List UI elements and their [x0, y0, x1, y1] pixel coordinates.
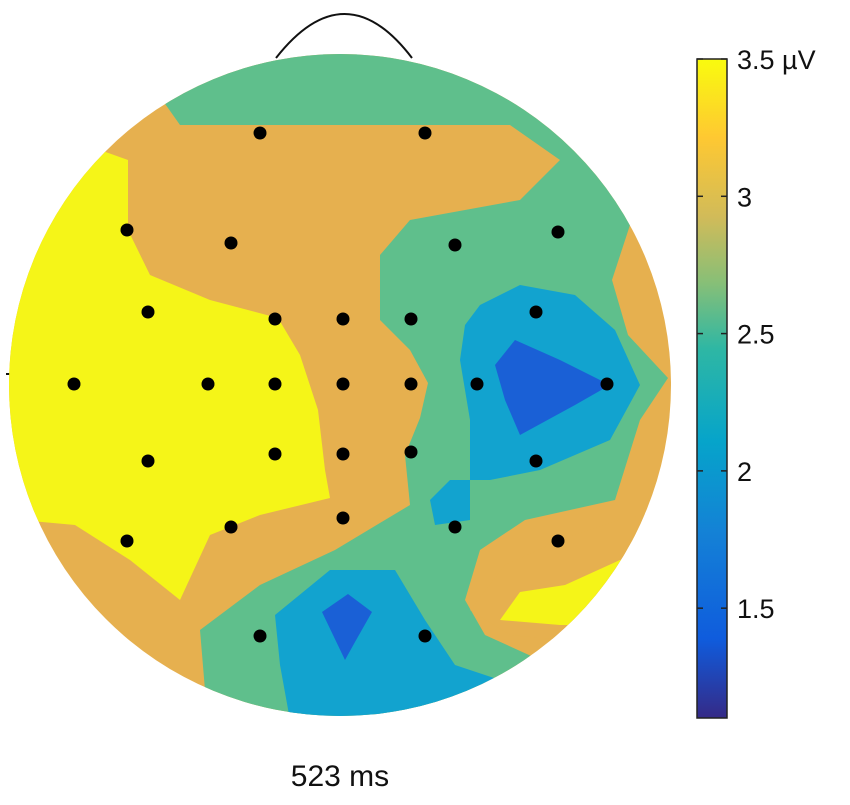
electrode: [336, 511, 350, 525]
electrode: [529, 305, 543, 319]
region-yellow-left: [9, 150, 330, 600]
electrode: [141, 454, 155, 468]
topography-map: [9, 54, 671, 716]
electrode: [448, 520, 462, 534]
colorbar-tick-label: 2: [737, 457, 752, 487]
electrode: [404, 445, 418, 459]
electrode: [268, 377, 282, 391]
electrode: [600, 377, 614, 391]
electrode: [120, 534, 134, 548]
electrode: [418, 126, 432, 140]
electrode: [336, 312, 350, 326]
region-green-main: [120, 54, 671, 716]
time-label: 523 ms: [290, 760, 390, 793]
electrode: [67, 377, 81, 391]
electrode: [551, 225, 565, 239]
colorbar-tick-label: 2.5: [737, 320, 775, 350]
electrode: [224, 236, 238, 250]
electrode: [268, 312, 282, 326]
electrode: [336, 377, 350, 391]
electrode: [336, 447, 350, 461]
electrode: [120, 223, 134, 237]
electrodes: [67, 126, 614, 643]
electrode: [201, 377, 215, 391]
nose-outline: [275, 13, 413, 59]
electrode: [141, 305, 155, 319]
region-blue-bottom: [322, 594, 372, 660]
colorbar-tick-label: 3.5 µV: [737, 45, 816, 75]
colorbar-ticks: 3.5 µV 3 2.5 2 1.5: [697, 45, 816, 624]
region-blue-right: [495, 340, 610, 435]
electrode: [224, 520, 238, 534]
colorbar-gradient: [696, 58, 728, 719]
electrode: [404, 312, 418, 326]
electrode: [253, 629, 267, 643]
electrode: [529, 454, 543, 468]
electrode: [268, 447, 282, 461]
electrode: [551, 534, 565, 548]
electrode: [470, 377, 484, 391]
colorbar: 3.5 µV 3 2.5 2 1.5: [696, 45, 816, 719]
colorbar-tick-label: 1.5: [737, 594, 775, 624]
electrode: [448, 238, 462, 252]
electrode: [418, 629, 432, 643]
electrode: [253, 126, 267, 140]
colorbar-tick-label: 3: [737, 182, 752, 212]
electrode: [404, 377, 418, 391]
